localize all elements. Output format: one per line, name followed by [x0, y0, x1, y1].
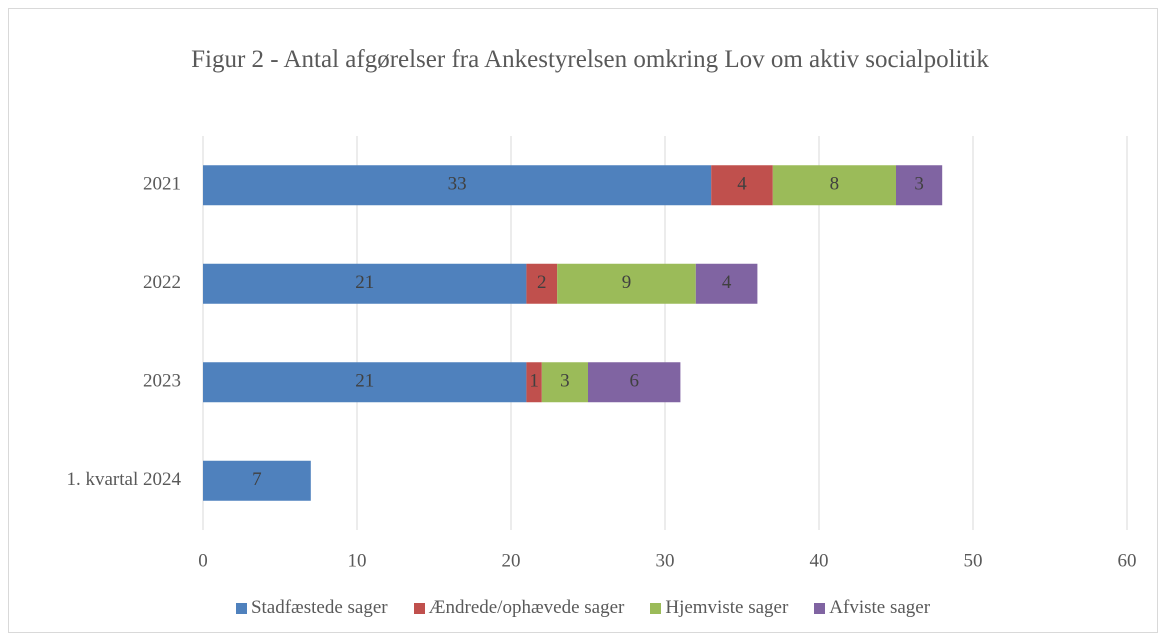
x-tick-label: 10 — [348, 550, 367, 571]
bar-segment — [772, 165, 896, 206]
x-tick-label: 20 — [502, 550, 521, 571]
data-label: 9 — [622, 272, 632, 293]
legend: Stadfæstede sager Ændrede/ophævede sager H… — [0, 597, 1166, 619]
legend-swatch — [814, 602, 826, 614]
chart-title: Figur 2 - Antal afgørelser fra Ankestyre… — [191, 46, 989, 73]
x-tick-label: 30 — [656, 550, 675, 571]
data-label: 2 — [537, 272, 547, 293]
data-label: 8 — [830, 174, 840, 195]
bar-segment — [896, 165, 943, 206]
bar-segment — [203, 460, 311, 501]
legend-item: Ændrede/ophævede sager — [413, 597, 625, 619]
bar-segment — [557, 263, 696, 304]
legend-label: Stadfæstede sager — [250, 597, 388, 618]
data-label: 3 — [560, 371, 570, 392]
y-tick-label: 1. kvartal 2024 — [66, 469, 181, 490]
legend-item: Afviste sager — [814, 597, 930, 619]
bar-segment — [203, 263, 527, 304]
legend-swatch — [650, 602, 662, 614]
legend-swatch — [413, 602, 425, 614]
x-tick-label: 60 — [1118, 550, 1137, 571]
x-tick-label: 0 — [198, 550, 208, 571]
data-label: 21 — [355, 272, 374, 293]
bar-segment — [203, 362, 527, 403]
data-label: 4 — [722, 272, 732, 293]
x-tick-label: 50 — [964, 550, 983, 571]
y-tick-label: 2021 — [143, 174, 181, 195]
bar-segment — [588, 362, 681, 403]
data-label: 6 — [629, 371, 639, 392]
legend-label: Ændrede/ophævede sager — [428, 597, 625, 618]
data-label: 21 — [355, 371, 374, 392]
bar-segment — [711, 165, 773, 206]
bar-segment — [695, 263, 758, 304]
y-tick-label: 2022 — [143, 272, 181, 293]
data-label: 1 — [529, 371, 539, 392]
data-label: 3 — [914, 174, 924, 195]
bar-segment — [203, 165, 712, 206]
bar-segment — [526, 362, 542, 403]
legend-swatch — [235, 602, 247, 614]
data-label: 7 — [252, 469, 262, 490]
bar-segment — [526, 263, 558, 304]
chart-frame — [8, 8, 1158, 633]
bar-segment — [541, 362, 588, 403]
data-label: 33 — [448, 174, 467, 195]
legend-label: Hjemviste sager — [665, 597, 789, 618]
legend-label: Afviste sager — [829, 597, 931, 618]
legend-item: Stadfæstede sager — [235, 597, 388, 619]
x-tick-label: 40 — [810, 550, 829, 571]
legend-item: Hjemviste sager — [650, 597, 788, 619]
y-tick-label: 2023 — [143, 371, 181, 392]
data-label: 4 — [737, 174, 747, 195]
